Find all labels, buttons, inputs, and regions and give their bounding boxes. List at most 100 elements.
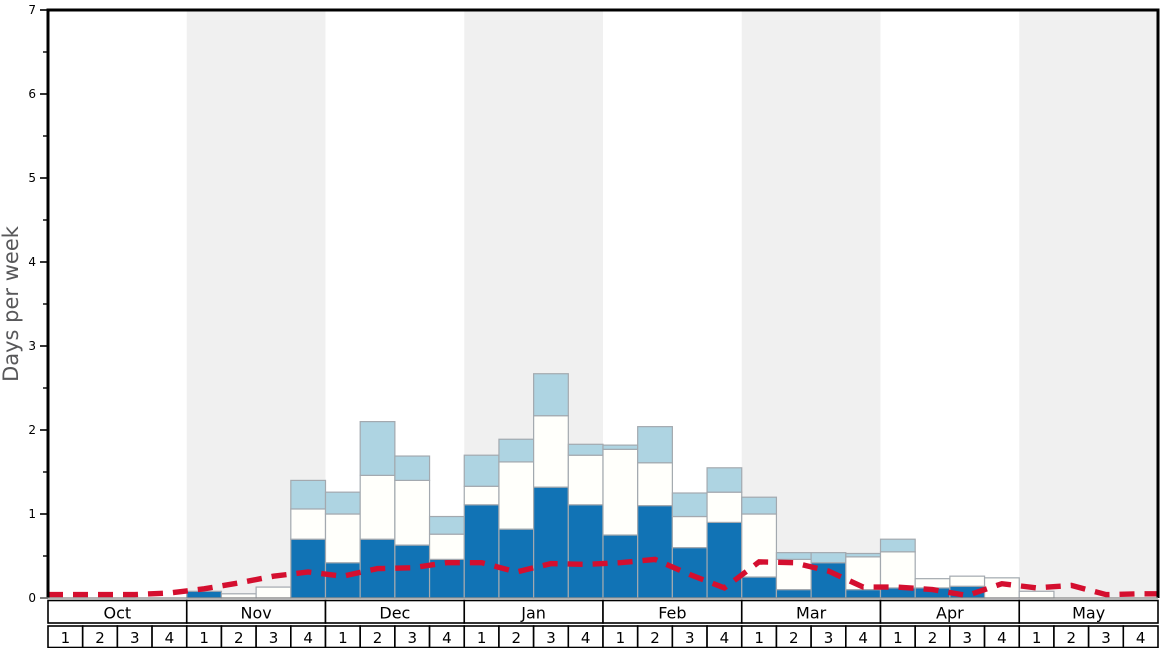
week-label: 3 [269,629,279,647]
y-axis-title: Days per week [0,225,23,382]
week-label: 3 [1101,629,1111,647]
month-label-apr: Apr [936,603,964,622]
bar-segment-dark-blue-days [533,486,569,599]
bar-segment-light-blue-days [879,538,916,553]
week-label: 4 [858,629,868,647]
bar-segment-white-days [949,575,986,587]
week-label: 2 [928,629,938,647]
y-tick-label-5: 5 [28,171,36,185]
y-tick-label-6: 6 [28,87,36,101]
bar-segment-light-blue-days [463,454,500,487]
bar-segment-white-days [394,479,431,546]
bar-segment-white-days [1018,590,1055,599]
bar-segment-light-blue-days [845,552,882,558]
bar-segment-white-days [220,593,257,599]
bar-segment-white-days [637,462,673,507]
week-label: 2 [95,629,105,647]
week-label: 2 [512,629,522,647]
bar-segment-white-days [671,515,708,549]
week-label: 4 [442,629,452,647]
week-label: 1 [616,629,626,647]
bar-segment-white-days [428,533,465,560]
bar-segment-dark-blue-days [463,504,500,599]
week-label: 1 [338,629,348,647]
bar-segment-white-days [290,508,327,540]
week-label: 4 [720,629,730,647]
bar-segment-dark-blue-days [567,504,604,599]
bar-segment-dark-blue-days [394,544,431,599]
week-label: 4 [997,629,1007,647]
y-tick-label-0: 0 [28,591,36,605]
week-label: 3 [962,629,972,647]
week-label: 1 [754,629,764,647]
bar-segment-white-days [602,448,639,536]
week-label: 4 [303,629,313,647]
bar-segment-light-blue-days [567,443,604,456]
bar-segment-light-blue-days [394,455,431,482]
week-label: 1 [477,629,487,647]
week-label: 3 [824,629,834,647]
bar-segment-dark-blue-days [637,505,673,599]
week-label: 1 [61,629,71,647]
bar-segment-light-blue-days [428,515,465,535]
week-label: 1 [893,629,903,647]
bar-segment-dark-blue-days [741,576,778,599]
bar-segment-dark-blue-days [602,534,639,599]
bar-segment-dark-blue-days [186,590,223,599]
bar-segment-white-days [533,415,569,488]
y-tick-label-1: 1 [28,507,36,521]
bar-segment-white-days [741,513,778,578]
red-dashed-average-line [48,556,1158,599]
month-label-dec: Dec [379,603,410,622]
month-cell-may [1018,599,1159,624]
bar-segment-light-blue-days [671,492,708,518]
bar-segment-light-blue-days [498,438,535,463]
week-label: 3 [546,629,556,647]
bar-segment-dark-blue-days [428,558,465,599]
bar-segment-light-blue-days [637,426,673,464]
week-label: 3 [685,629,695,647]
bar-segment-light-blue-days [706,467,743,493]
bar-segment-light-blue-days [741,496,778,515]
y-tick-label-7: 7 [28,3,36,17]
bar-segment-light-blue-days [533,373,569,417]
y-tick-label-2: 2 [28,423,36,437]
month-label-nov: Nov [241,603,272,622]
week-label: 2 [789,629,799,647]
month-label-oct: Oct [104,603,132,622]
week-label: 1 [1032,629,1042,647]
bar-segment-dark-blue-days [845,588,882,599]
week-label: 3 [130,629,140,647]
bar-segment-white-days [879,551,916,589]
bar-segment-dark-blue-days [290,538,327,599]
bar-segment-white-days [255,586,292,599]
month-band-may [1019,10,1158,598]
week-label: 2 [373,629,383,647]
week-label: 4 [581,629,591,647]
bar-segment-dark-blue-days [498,528,535,599]
bar-segment-dark-blue-days [775,588,812,599]
bar-segment-white-days [706,491,743,524]
bar-segment-white-days [463,485,500,506]
bar-segment-light-blue-days [324,491,361,515]
week-label: 1 [199,629,209,647]
month-label-mar: Mar [796,603,827,622]
week-label: 2 [1067,629,1077,647]
bar-segment-white-days [324,513,361,564]
month-label-feb: Feb [658,603,686,622]
month-label-may: May [1072,603,1105,622]
y-tick-label-3: 3 [28,339,36,353]
week-label: 2 [234,629,244,647]
y-tick-label-4: 4 [28,255,36,269]
week-label: 4 [165,629,175,647]
week-label: 2 [650,629,660,647]
bar-segment-light-blue-days [775,552,812,560]
bar-segment-dark-blue-days [324,562,361,599]
bar-segment-white-days [359,474,396,540]
week-label: 4 [1136,629,1146,647]
month-label-jan: Jan [520,603,546,622]
bar-segment-light-blue-days [359,421,396,476]
bar-segment-dark-blue-days [671,546,708,599]
